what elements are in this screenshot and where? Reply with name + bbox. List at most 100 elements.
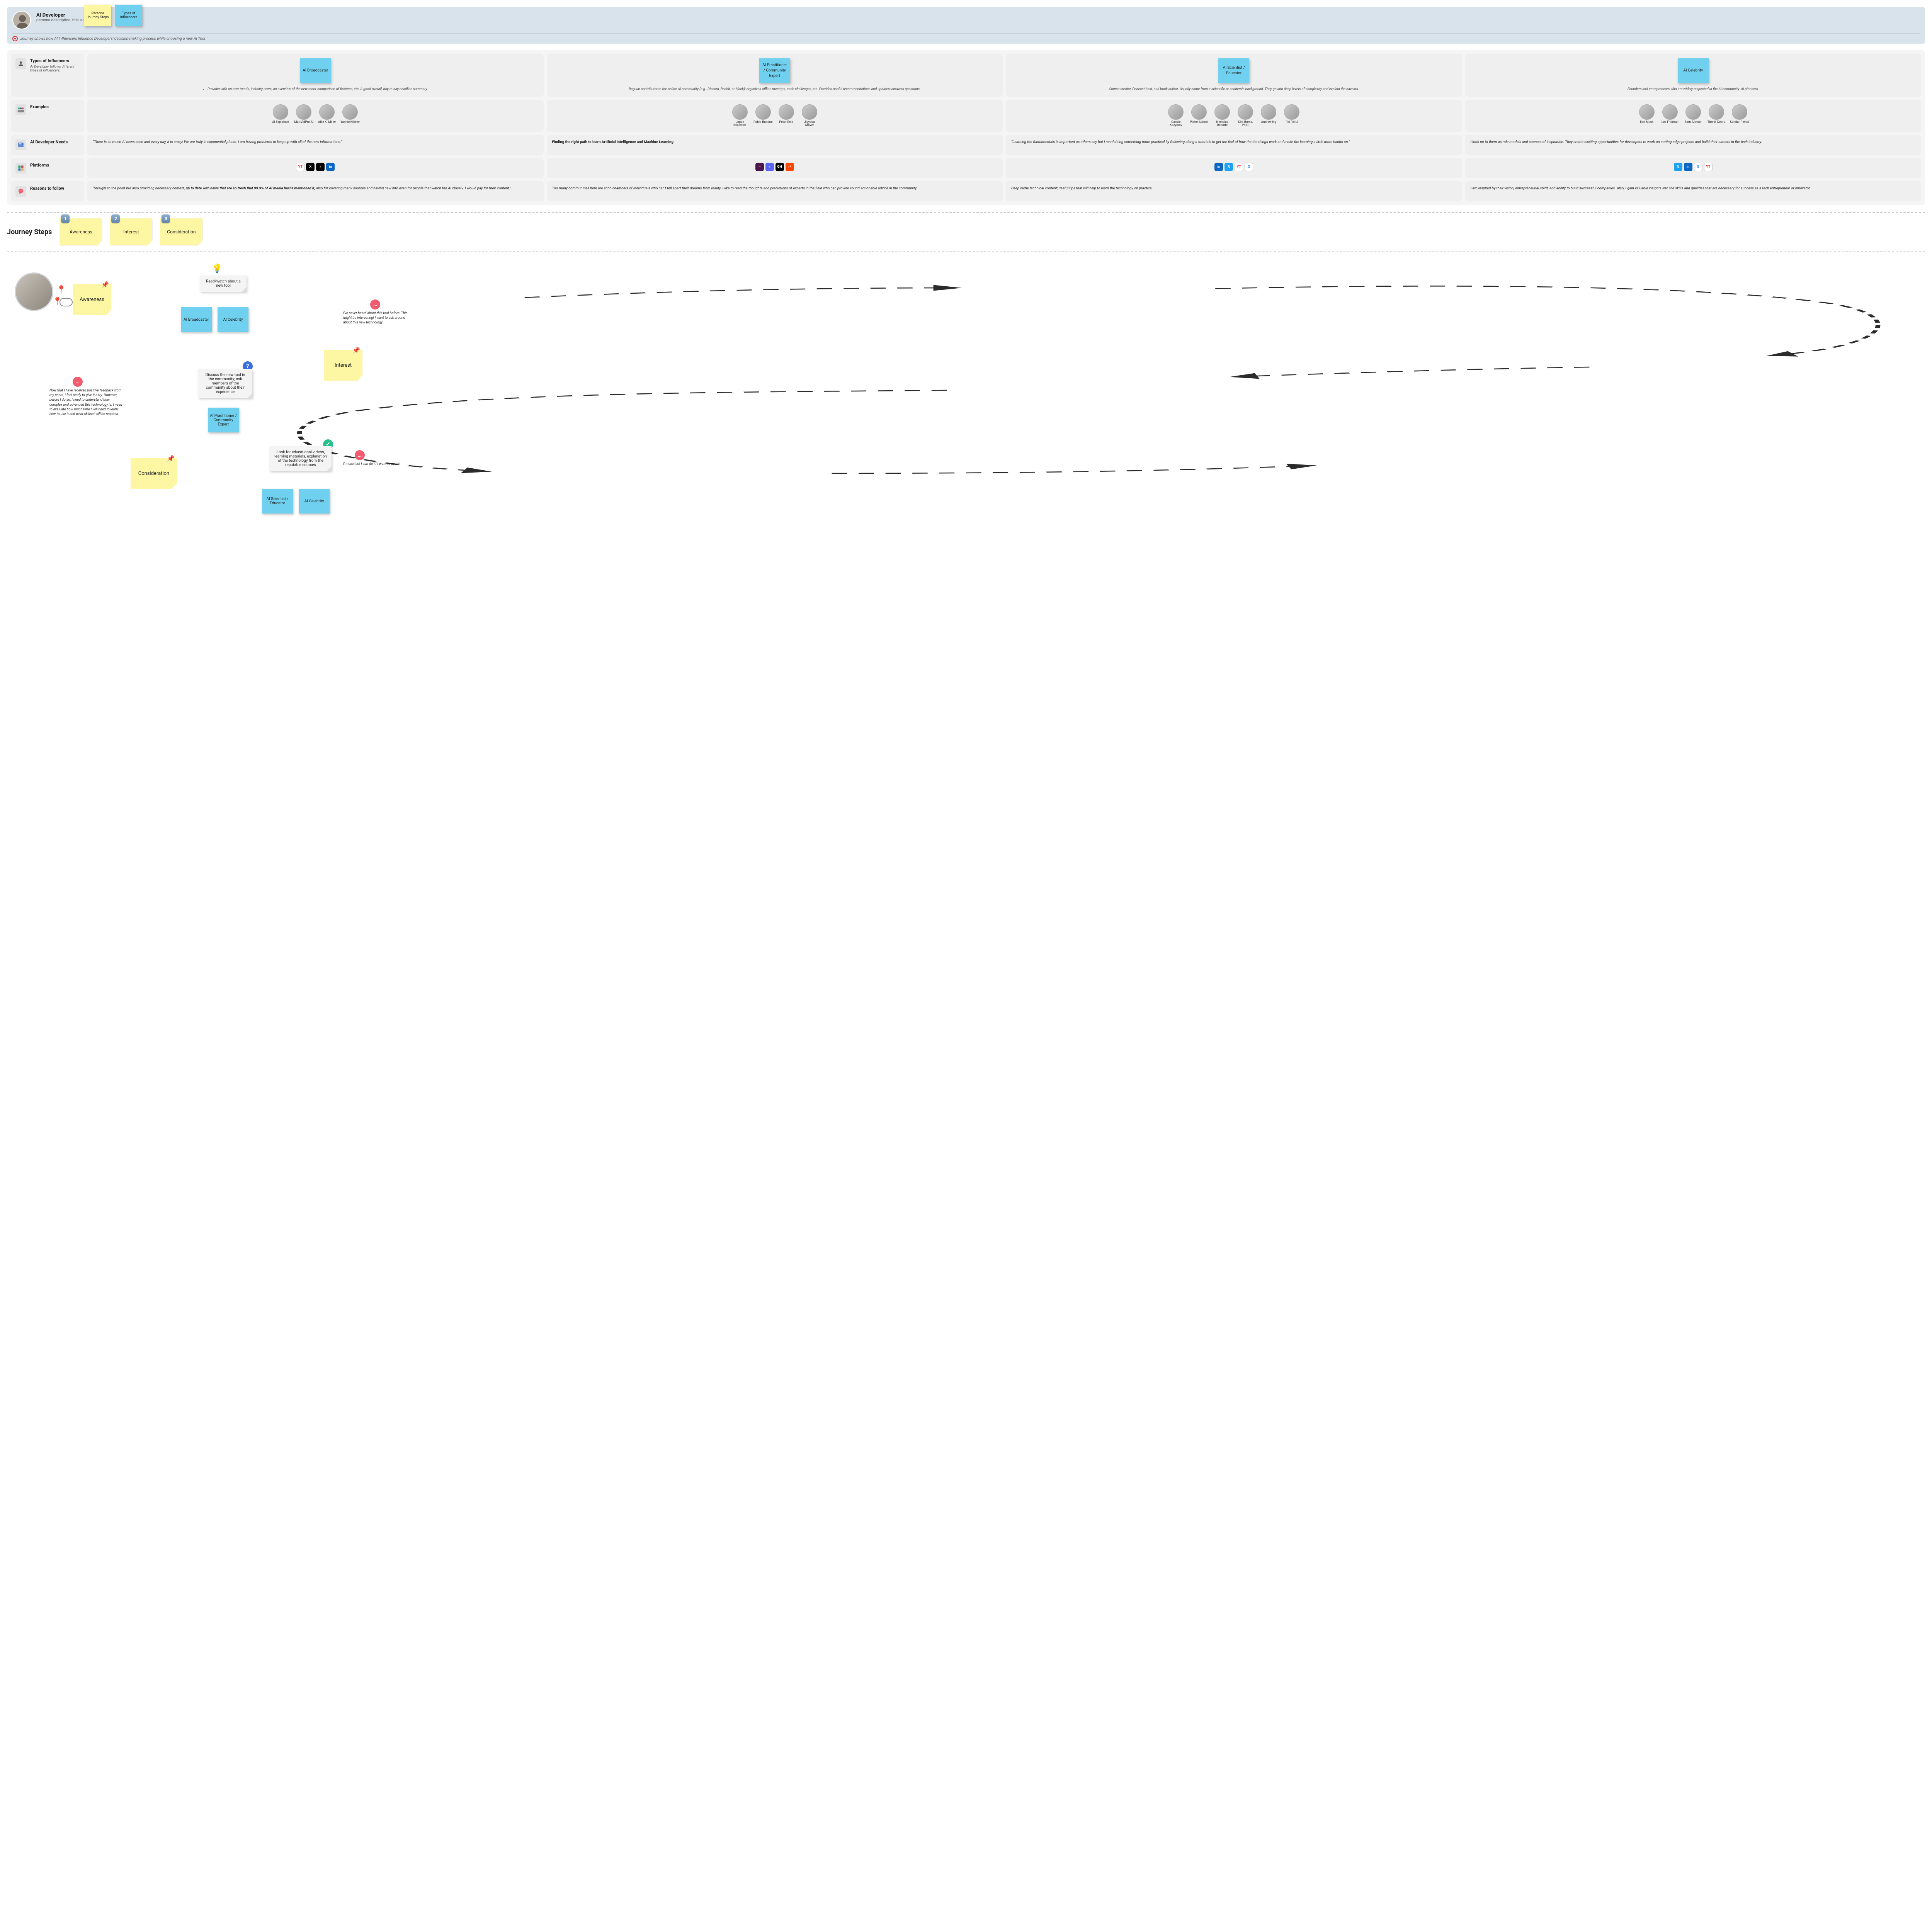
type-celebrity: AI Celebrity Founders and entrepreneurs … <box>1465 54 1922 97</box>
example-person: Kirk Borne, Ph.D. <box>1235 104 1255 128</box>
type-desc: Provides info on new trends, industry ne… <box>207 87 428 92</box>
avatar-icon <box>273 104 288 120</box>
col-title: AI Broadcaster <box>303 68 328 73</box>
row-examples: Examples <box>11 100 84 132</box>
journey-note-text: Journey shows how AI Influencers influen… <box>20 37 205 41</box>
type-desc: Regular contributor to the online AI com… <box>629 87 920 92</box>
row-reasons: Reasons to follow <box>11 181 84 201</box>
tag-celebrity-2: AI Celebrity <box>299 489 330 514</box>
example-person: Logan Kilpatrick <box>730 104 750 128</box>
persona-avatar <box>12 11 31 29</box>
need-text: “There is so much AI news each and every… <box>93 140 342 144</box>
reason-bold: up to date with news that are so fresh t… <box>186 186 315 190</box>
chat-icon-red: … <box>370 299 380 310</box>
person-name: Allie K. Miller <box>318 121 336 124</box>
journey-steps-title: Journey Steps <box>7 228 52 236</box>
person-name: Kirk Borne, Ph.D. <box>1235 121 1255 128</box>
step-awareness: 1 Awareness <box>60 218 102 245</box>
col-title: AI Celebrity <box>1683 68 1703 73</box>
reason-celebrity: I am inspired by their vision, entrepren… <box>1465 181 1922 201</box>
person-name: Ilon Musk <box>1640 121 1653 124</box>
examples-scientist: Cassie KozyrkovPieter AbbeelNicholas Ren… <box>1006 100 1462 132</box>
example-person: Sundar Pichai <box>1730 104 1750 124</box>
person-name: Jigyasa Grover <box>799 121 820 128</box>
need-celebrity: I look up to them as role models and sou… <box>1465 135 1922 155</box>
sticky-label: Types of Influencers <box>117 12 140 19</box>
avatar-icon <box>732 104 748 120</box>
example-person: Lex Fridman <box>1660 104 1680 124</box>
example-person: Jigyasa Grover <box>799 104 820 128</box>
lightbulb-icon: 💡 <box>212 264 222 274</box>
note-text: Look for educational videos, learning ma… <box>274 450 327 467</box>
person-name: Yannic Kilcher <box>340 121 360 124</box>
example-person: Ilon Musk <box>1637 104 1657 124</box>
avatar-icon <box>1191 104 1207 120</box>
persona-subtitle: persona description, title, age. <box>36 18 88 22</box>
example-person: Andrew Ng <box>1259 104 1279 128</box>
tag-broadcaster: AI Broadcaster <box>181 307 212 332</box>
influencer-matrix: Types of Influencers AI Developer follow… <box>7 50 1925 205</box>
platforms-celebrity: 𝕏inGYT <box>1465 158 1922 178</box>
reason-text: Too many communities here are echo chamb… <box>552 186 918 190</box>
target-icon <box>12 36 18 41</box>
platform-icon: in <box>326 163 335 171</box>
chat-icon-red-2: … <box>73 377 83 387</box>
avatar-icon <box>1238 104 1253 120</box>
avatar-icon <box>779 104 794 120</box>
platform-icon: YT <box>1235 163 1243 171</box>
row-label: Types of Influencers <box>30 58 80 63</box>
person-name: Lex Fridman <box>1662 121 1679 124</box>
note-text: Discuss the new tool in the community; a… <box>206 373 245 394</box>
avatar-icon <box>1284 104 1299 120</box>
note-consideration: 📌 Consideration <box>131 458 177 489</box>
row-label: Examples <box>30 104 49 109</box>
example-person: AI Explained <box>270 104 291 124</box>
example-person: Cassie Kozyrkov <box>1166 104 1186 128</box>
platform-icon: G <box>1694 163 1702 171</box>
avatar-icon <box>1732 104 1747 120</box>
platforms-scientist: in𝕏YTG <box>1006 158 1462 178</box>
note-look-for: Look for educational videos, learning ma… <box>270 446 332 471</box>
col-title: AI Practitioner / Community Expert <box>762 63 788 79</box>
type-broadcaster: AI Broadcaster Provides info on new tren… <box>87 54 544 97</box>
platform-icon: YT <box>296 163 304 171</box>
need-text: “Learning the fundamentals is important … <box>1011 140 1350 144</box>
avatar-icon <box>1168 104 1184 120</box>
col-title: AI Scientist / Educator <box>1221 65 1247 76</box>
step-consideration: 3 Consideration <box>160 218 202 245</box>
header-stickies: Persona Journey Steps Types of Influence… <box>84 5 142 26</box>
person-name: Peter Reid <box>779 121 793 124</box>
avatar-icon <box>1261 104 1276 120</box>
tag-scientist: AI Scientist / Educator <box>262 489 293 514</box>
caption-consider: Now that I have received positive feedba… <box>49 388 123 417</box>
note-read-watch: Read/watch about a new tool <box>200 276 247 292</box>
sticky-persona-journey: Persona Journey Steps <box>84 5 111 26</box>
person-name: Fei-Fei Li <box>1286 121 1298 124</box>
persona-title: AI Developer <box>36 12 88 18</box>
examples-broadcaster: AI ExplainedMattVidPro AIAllie K. Miller… <box>87 100 544 132</box>
note-label: Consideration <box>138 471 169 476</box>
avatar-icon <box>319 104 335 120</box>
type-desc: Course creator, Podcast host, and book a… <box>1109 87 1359 92</box>
reason-pre: “Straight to the point but also providin… <box>93 186 186 190</box>
tag-text: AI Broadcaster <box>184 318 209 322</box>
avatar-icon <box>1709 104 1724 120</box>
tag-text: AI Practitioner / Community Expert <box>209 414 237 427</box>
row-types: Types of Influencers AI Developer follow… <box>11 54 84 97</box>
platform-icon: in <box>1214 163 1223 171</box>
person-name: Andrew Ng <box>1261 121 1276 124</box>
avatar-icon <box>342 104 358 120</box>
person-name: Pablo Buboue <box>753 121 772 124</box>
note-label: Awareness <box>80 297 104 303</box>
newspaper-icon <box>15 139 26 150</box>
row-label: Reasons to follow <box>30 186 64 191</box>
platforms-broadcaster: YTX♪in <box>87 158 544 178</box>
examples-practitioner: Logan KilpatrickPablo Buboue Peter Reid Ji… <box>547 100 1003 132</box>
type-practitioner: AI Practitioner / Community Expert Regul… <box>547 54 1003 97</box>
avatar-icon <box>1662 104 1678 120</box>
reason-text: I am inspired by their vision, entrepren… <box>1471 186 1811 190</box>
example-person: Fei-Fei Li <box>1282 104 1302 128</box>
note-label: Interest <box>335 362 352 368</box>
person-name: Pieter Abbeel <box>1190 121 1208 124</box>
avatar-icon <box>1685 104 1701 120</box>
